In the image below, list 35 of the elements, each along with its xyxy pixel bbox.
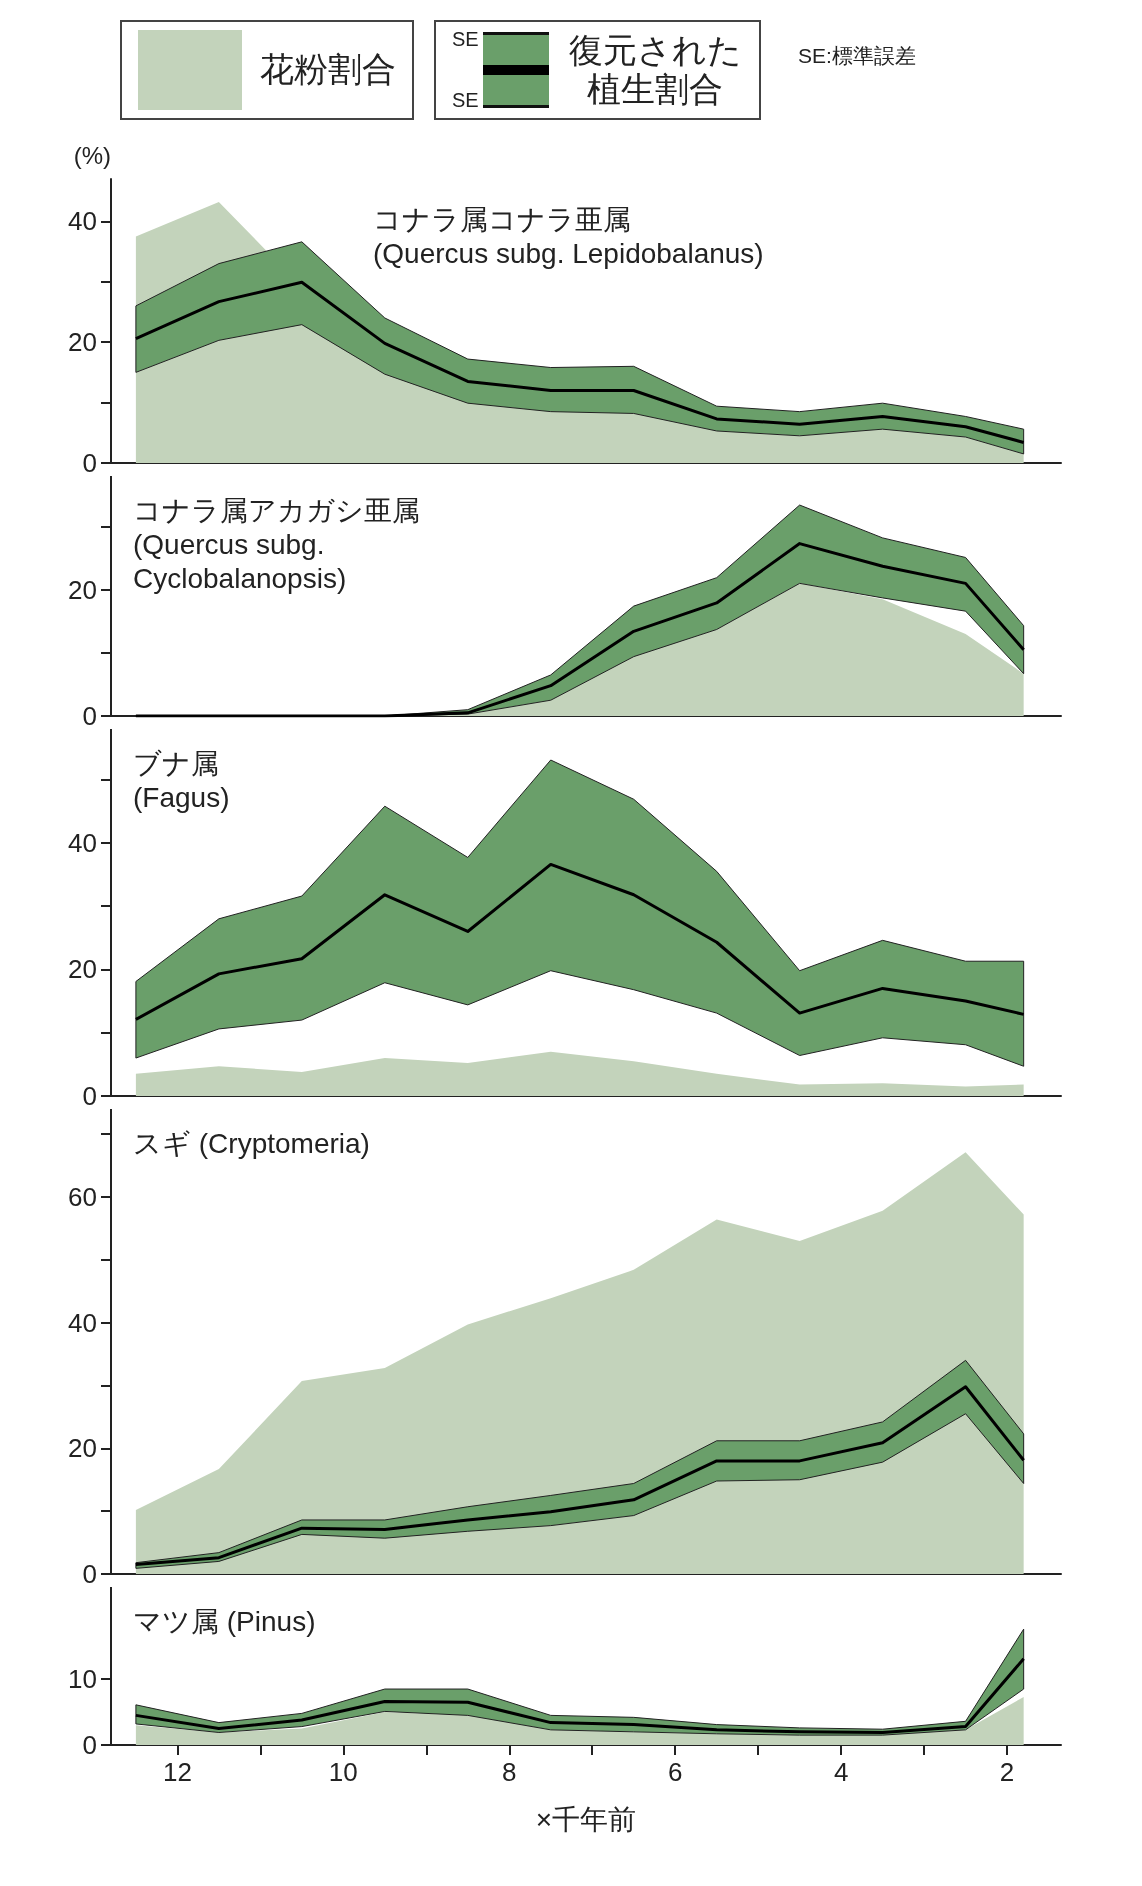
- x-tick-label: 8: [502, 1757, 517, 1787]
- line-series: [134, 280, 1026, 444]
- text: ブナ属 (Fagus): [133, 747, 230, 813]
- y-tick-label: 60: [68, 1181, 97, 1212]
- y-tick-label: 20: [68, 574, 97, 605]
- y-tick-label: 0: [82, 448, 97, 478]
- y-tick-label: 10: [68, 1664, 97, 1695]
- legend-label: 花粉割合: [260, 50, 396, 90]
- x-tick-label: 4: [833, 1757, 849, 1787]
- y-tick-label: 20: [68, 327, 97, 358]
- y-tick-label: 40: [68, 1307, 97, 1338]
- y-tick-label: 0: [82, 1559, 97, 1589]
- y-tick-label: 20: [68, 1433, 97, 1464]
- y-tick-label: 40: [68, 206, 97, 237]
- text: SE: [452, 28, 479, 51]
- line-series: [134, 862, 1026, 1021]
- x-tick-label: 6: [667, 1757, 683, 1787]
- y-tick-label: 20: [68, 954, 97, 985]
- x-axis-title: ×千年前: [535, 1803, 637, 1835]
- legend-label: 復元された植生割合: [567, 30, 743, 110]
- text: マツ属 (Pinus): [133, 1605, 316, 1637]
- y-tick-label: 0: [82, 1730, 97, 1760]
- x-tick-label: 10: [328, 1757, 358, 1787]
- text: SE:標準誤差: [798, 43, 916, 69]
- x-tick-label: 2: [999, 1757, 1015, 1787]
- x-tick-label: 12: [162, 1757, 192, 1787]
- text: コナラ属コナラ亜属 (Quercus subg. Lepidobalanus): [373, 203, 764, 269]
- y-tick-label: 40: [68, 827, 97, 858]
- line-series: [134, 1657, 1026, 1734]
- y-tick-label: 0: [82, 701, 97, 731]
- y-axis-title: (%): [73, 141, 111, 169]
- y-tick-label: 0: [82, 1081, 97, 1111]
- text: SE: [452, 89, 479, 112]
- text: スギ (Cryptomeria): [133, 1127, 370, 1159]
- text: コナラ属アカガシ亜属 (Quercus subg. Cyclobalanopsis): [133, 494, 420, 594]
